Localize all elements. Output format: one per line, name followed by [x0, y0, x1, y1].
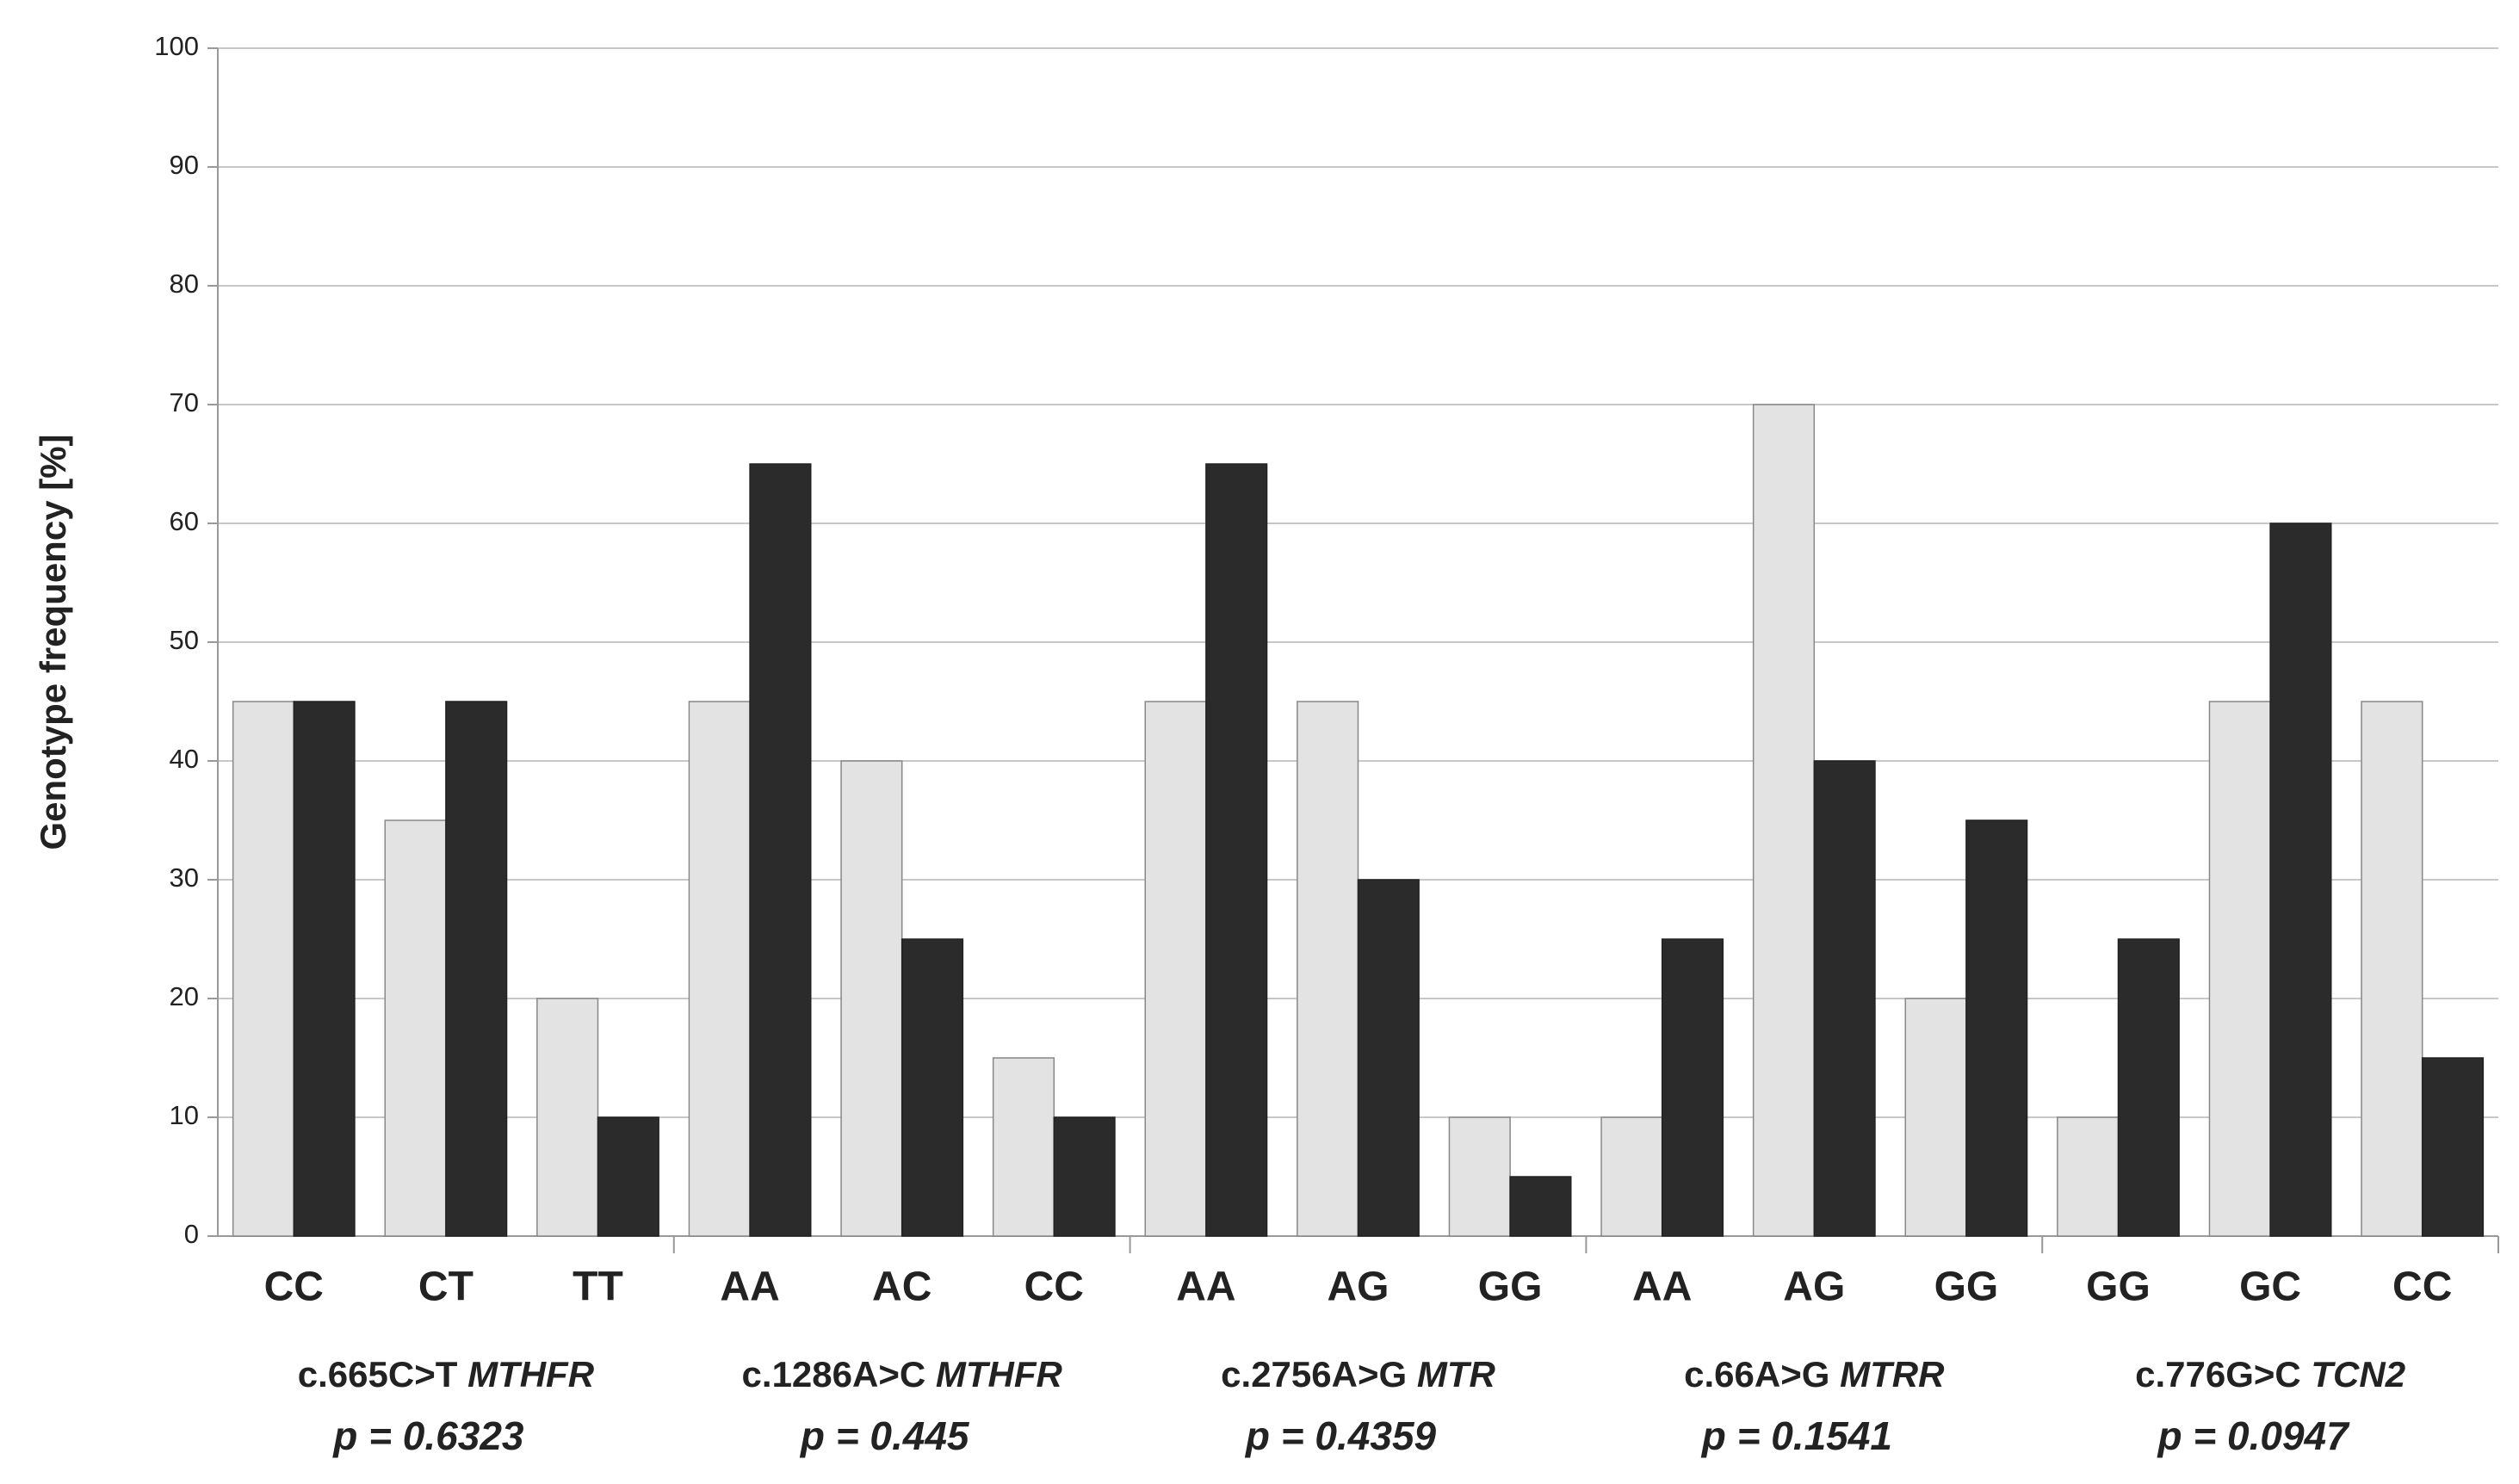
x-tick-label: CT — [418, 1264, 473, 1310]
group-variant: c.2756A>G — [1221, 1354, 1407, 1394]
bar — [992, 1057, 1055, 1237]
bar — [2117, 938, 2180, 1237]
bar — [1297, 701, 1359, 1237]
x-tick-label: GG — [1934, 1264, 1999, 1310]
group-variant: c.66A>G — [1684, 1354, 1829, 1394]
group-label: c.2756A>G MTR — [1221, 1354, 1495, 1394]
y-tick-label: 30 — [170, 863, 199, 893]
group-variant: c.776G>C — [2135, 1354, 2301, 1394]
bar — [2057, 1116, 2120, 1237]
group-gene: MTRR — [1840, 1354, 1945, 1394]
x-tick-label: CC — [2392, 1264, 2452, 1310]
y-tick-label: 50 — [170, 625, 199, 655]
bar — [384, 819, 447, 1237]
bar — [2208, 701, 2271, 1237]
y-tick-label: 60 — [170, 506, 199, 536]
y-tick-label: 90 — [170, 150, 199, 180]
y-tick-label: 100 — [154, 31, 199, 61]
bar — [1053, 1116, 1116, 1237]
bar — [901, 938, 964, 1237]
bar — [232, 701, 295, 1237]
group-label: c.1286A>C MTHFR — [742, 1354, 1063, 1394]
group-p-value: p = 0.4359 — [1244, 1413, 1437, 1458]
bar — [1357, 879, 1420, 1237]
y-tick-label: 80 — [170, 269, 199, 299]
group-label: c.66A>G MTRR — [1684, 1354, 1945, 1394]
bar — [1813, 760, 1876, 1237]
x-tick-label: GG — [2086, 1264, 2151, 1310]
x-tick-label: AA — [720, 1264, 779, 1310]
bar — [1661, 938, 1724, 1237]
group-gene: MTHFR — [467, 1354, 595, 1394]
x-tick-label: AA — [1632, 1264, 1692, 1310]
x-tick-label: AG — [1328, 1264, 1389, 1310]
group-variant: c.1286A>C — [742, 1354, 926, 1394]
group-p-value: p = 0.445 — [799, 1413, 970, 1458]
bar — [597, 1116, 659, 1237]
x-tick-label: TT — [572, 1264, 623, 1310]
y-tick-label: 20 — [170, 981, 199, 1011]
y-tick-label: 40 — [170, 744, 199, 774]
group-p-value: p = 0.6323 — [331, 1413, 524, 1458]
y-tick-label: 10 — [170, 1100, 199, 1130]
x-tick-label: CC — [264, 1264, 324, 1310]
y-axis-label: Genotype frequency [%] — [33, 434, 73, 850]
bar — [1144, 701, 1207, 1237]
bar — [1509, 1176, 1572, 1237]
bar — [749, 463, 812, 1237]
bar — [840, 760, 903, 1237]
bar — [688, 701, 751, 1237]
bar — [1965, 819, 2028, 1237]
group-label: c.665C>T MTHFR — [298, 1354, 595, 1394]
group-p-value: p = 0.0947 — [2156, 1413, 2350, 1458]
bar — [1448, 1116, 1511, 1237]
group-gene: MTHFR — [936, 1354, 1063, 1394]
bar — [536, 998, 599, 1237]
group-p-value: p = 0.1541 — [1700, 1413, 1892, 1458]
x-tick-label: AA — [1176, 1264, 1235, 1310]
x-tick-label: GG — [1478, 1264, 1543, 1310]
group-gene: MTR — [1417, 1354, 1496, 1394]
group-label: c.776G>C TCN2 — [2135, 1354, 2405, 1394]
x-tick-label: AG — [1783, 1264, 1845, 1310]
x-tick-label: CC — [1024, 1264, 1084, 1310]
bar — [445, 701, 508, 1237]
y-tick-label: 70 — [170, 387, 199, 417]
group-gene: TCN2 — [2311, 1354, 2405, 1394]
bar — [1752, 404, 1816, 1237]
bar — [293, 701, 356, 1237]
group-variant: c.665C>T — [298, 1354, 458, 1394]
x-tick-label: AC — [872, 1264, 931, 1310]
bar — [2361, 701, 2423, 1237]
y-tick-label: 0 — [184, 1219, 199, 1249]
x-tick-label: GC — [2239, 1264, 2301, 1310]
bar — [1904, 998, 1967, 1237]
bar — [2421, 1057, 2485, 1237]
bar — [1600, 1116, 1663, 1237]
bar — [1205, 463, 1268, 1237]
bar — [2269, 522, 2332, 1237]
